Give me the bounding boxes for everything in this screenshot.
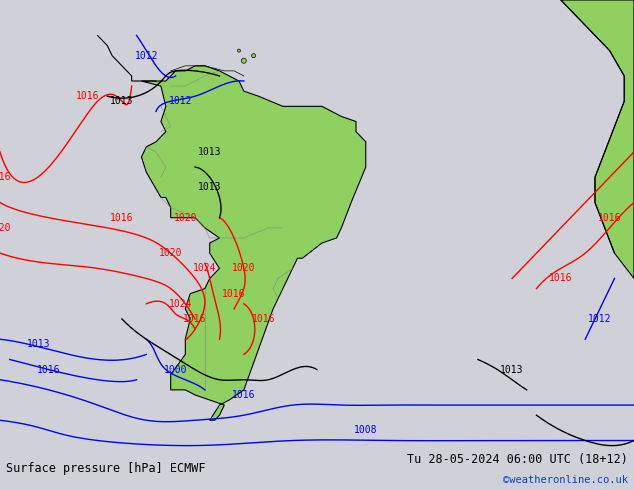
Polygon shape — [141, 66, 366, 420]
Polygon shape — [561, 0, 634, 278]
Text: 1013: 1013 — [198, 182, 221, 193]
Text: 1020: 1020 — [0, 223, 12, 233]
Text: 1016: 1016 — [0, 172, 12, 182]
Circle shape — [252, 54, 256, 58]
Text: Tu 28-05-2024 06:00 UTC (18+12): Tu 28-05-2024 06:00 UTC (18+12) — [407, 452, 628, 466]
Text: 1013: 1013 — [27, 339, 51, 349]
Circle shape — [238, 49, 240, 52]
Text: 1016: 1016 — [110, 213, 134, 223]
Text: 1016: 1016 — [232, 390, 256, 400]
Text: 1016: 1016 — [598, 213, 621, 223]
Text: 1012: 1012 — [588, 314, 612, 324]
Text: 1016: 1016 — [76, 91, 100, 101]
Text: 1013: 1013 — [500, 365, 524, 375]
Text: 1012: 1012 — [169, 96, 192, 106]
Text: 1020: 1020 — [174, 213, 197, 223]
Text: 1013: 1013 — [198, 147, 221, 157]
Circle shape — [242, 58, 246, 63]
Text: 1016: 1016 — [549, 273, 573, 284]
Text: 1016: 1016 — [252, 314, 275, 324]
Text: 1020: 1020 — [232, 263, 256, 273]
Text: 1020: 1020 — [159, 248, 183, 258]
Text: ©weatheronline.co.uk: ©weatheronline.co.uk — [503, 475, 628, 485]
Text: 1016: 1016 — [37, 365, 60, 375]
Text: 1016: 1016 — [183, 314, 207, 324]
Text: 1008: 1008 — [354, 425, 377, 436]
Text: 1013: 1013 — [110, 96, 134, 106]
Text: 1024: 1024 — [193, 263, 217, 273]
Text: 1016: 1016 — [223, 289, 246, 299]
Text: 1012: 1012 — [134, 50, 158, 61]
Text: 1000: 1000 — [164, 365, 187, 375]
Text: Surface pressure [hPa] ECMWF: Surface pressure [hPa] ECMWF — [6, 462, 206, 475]
Text: 1024: 1024 — [169, 299, 192, 309]
